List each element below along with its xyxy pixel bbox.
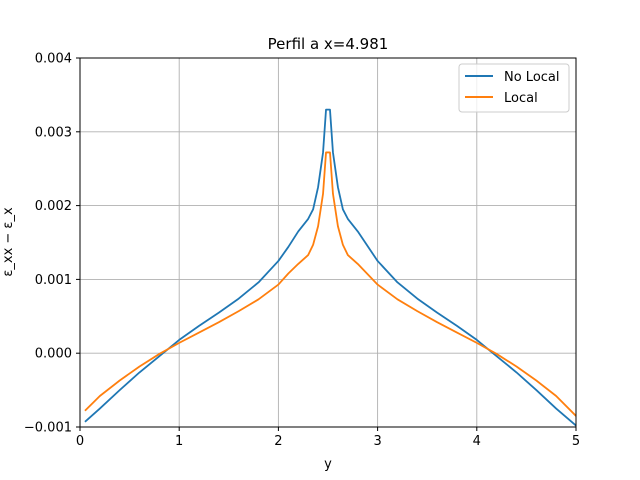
series-line-local — [84, 151, 577, 417]
y-axis-label: ε_xx − ε_x — [1, 207, 16, 277]
legend-label-local: Local — [504, 91, 538, 106]
x-tick-label: 3 — [373, 434, 381, 449]
x-tick-label: 4 — [473, 434, 481, 449]
y-tick-label: 0.004 — [35, 52, 72, 67]
series-line-no-local — [84, 108, 577, 427]
y-tick-label: 0.002 — [35, 199, 72, 214]
y-tick-label: 0.000 — [35, 347, 72, 362]
legend: No Local Local — [458, 63, 570, 113]
legend-label-no-local: No Local — [504, 70, 560, 85]
x-tick-label: 5 — [572, 434, 580, 449]
x-tick-label: 0 — [76, 434, 84, 449]
tick-layer: 0 1 2 3 4 5 −0.001 0.000 0.001 0.002 0.003 0.004 — [24, 52, 580, 450]
y-tick-label: 0.001 — [35, 273, 72, 288]
series-layer — [84, 108, 577, 427]
y-tick-label: 0.003 — [35, 125, 72, 140]
grid-layer — [79, 57, 577, 428]
plot-frame — [79, 57, 577, 428]
x-axis-label: y — [324, 457, 332, 472]
x-tick-label: 2 — [274, 434, 282, 449]
y-tick-label: −0.001 — [24, 421, 72, 436]
chart-title: Perfil a x=4.981 — [268, 35, 389, 53]
x-tick-label: 1 — [175, 434, 183, 449]
